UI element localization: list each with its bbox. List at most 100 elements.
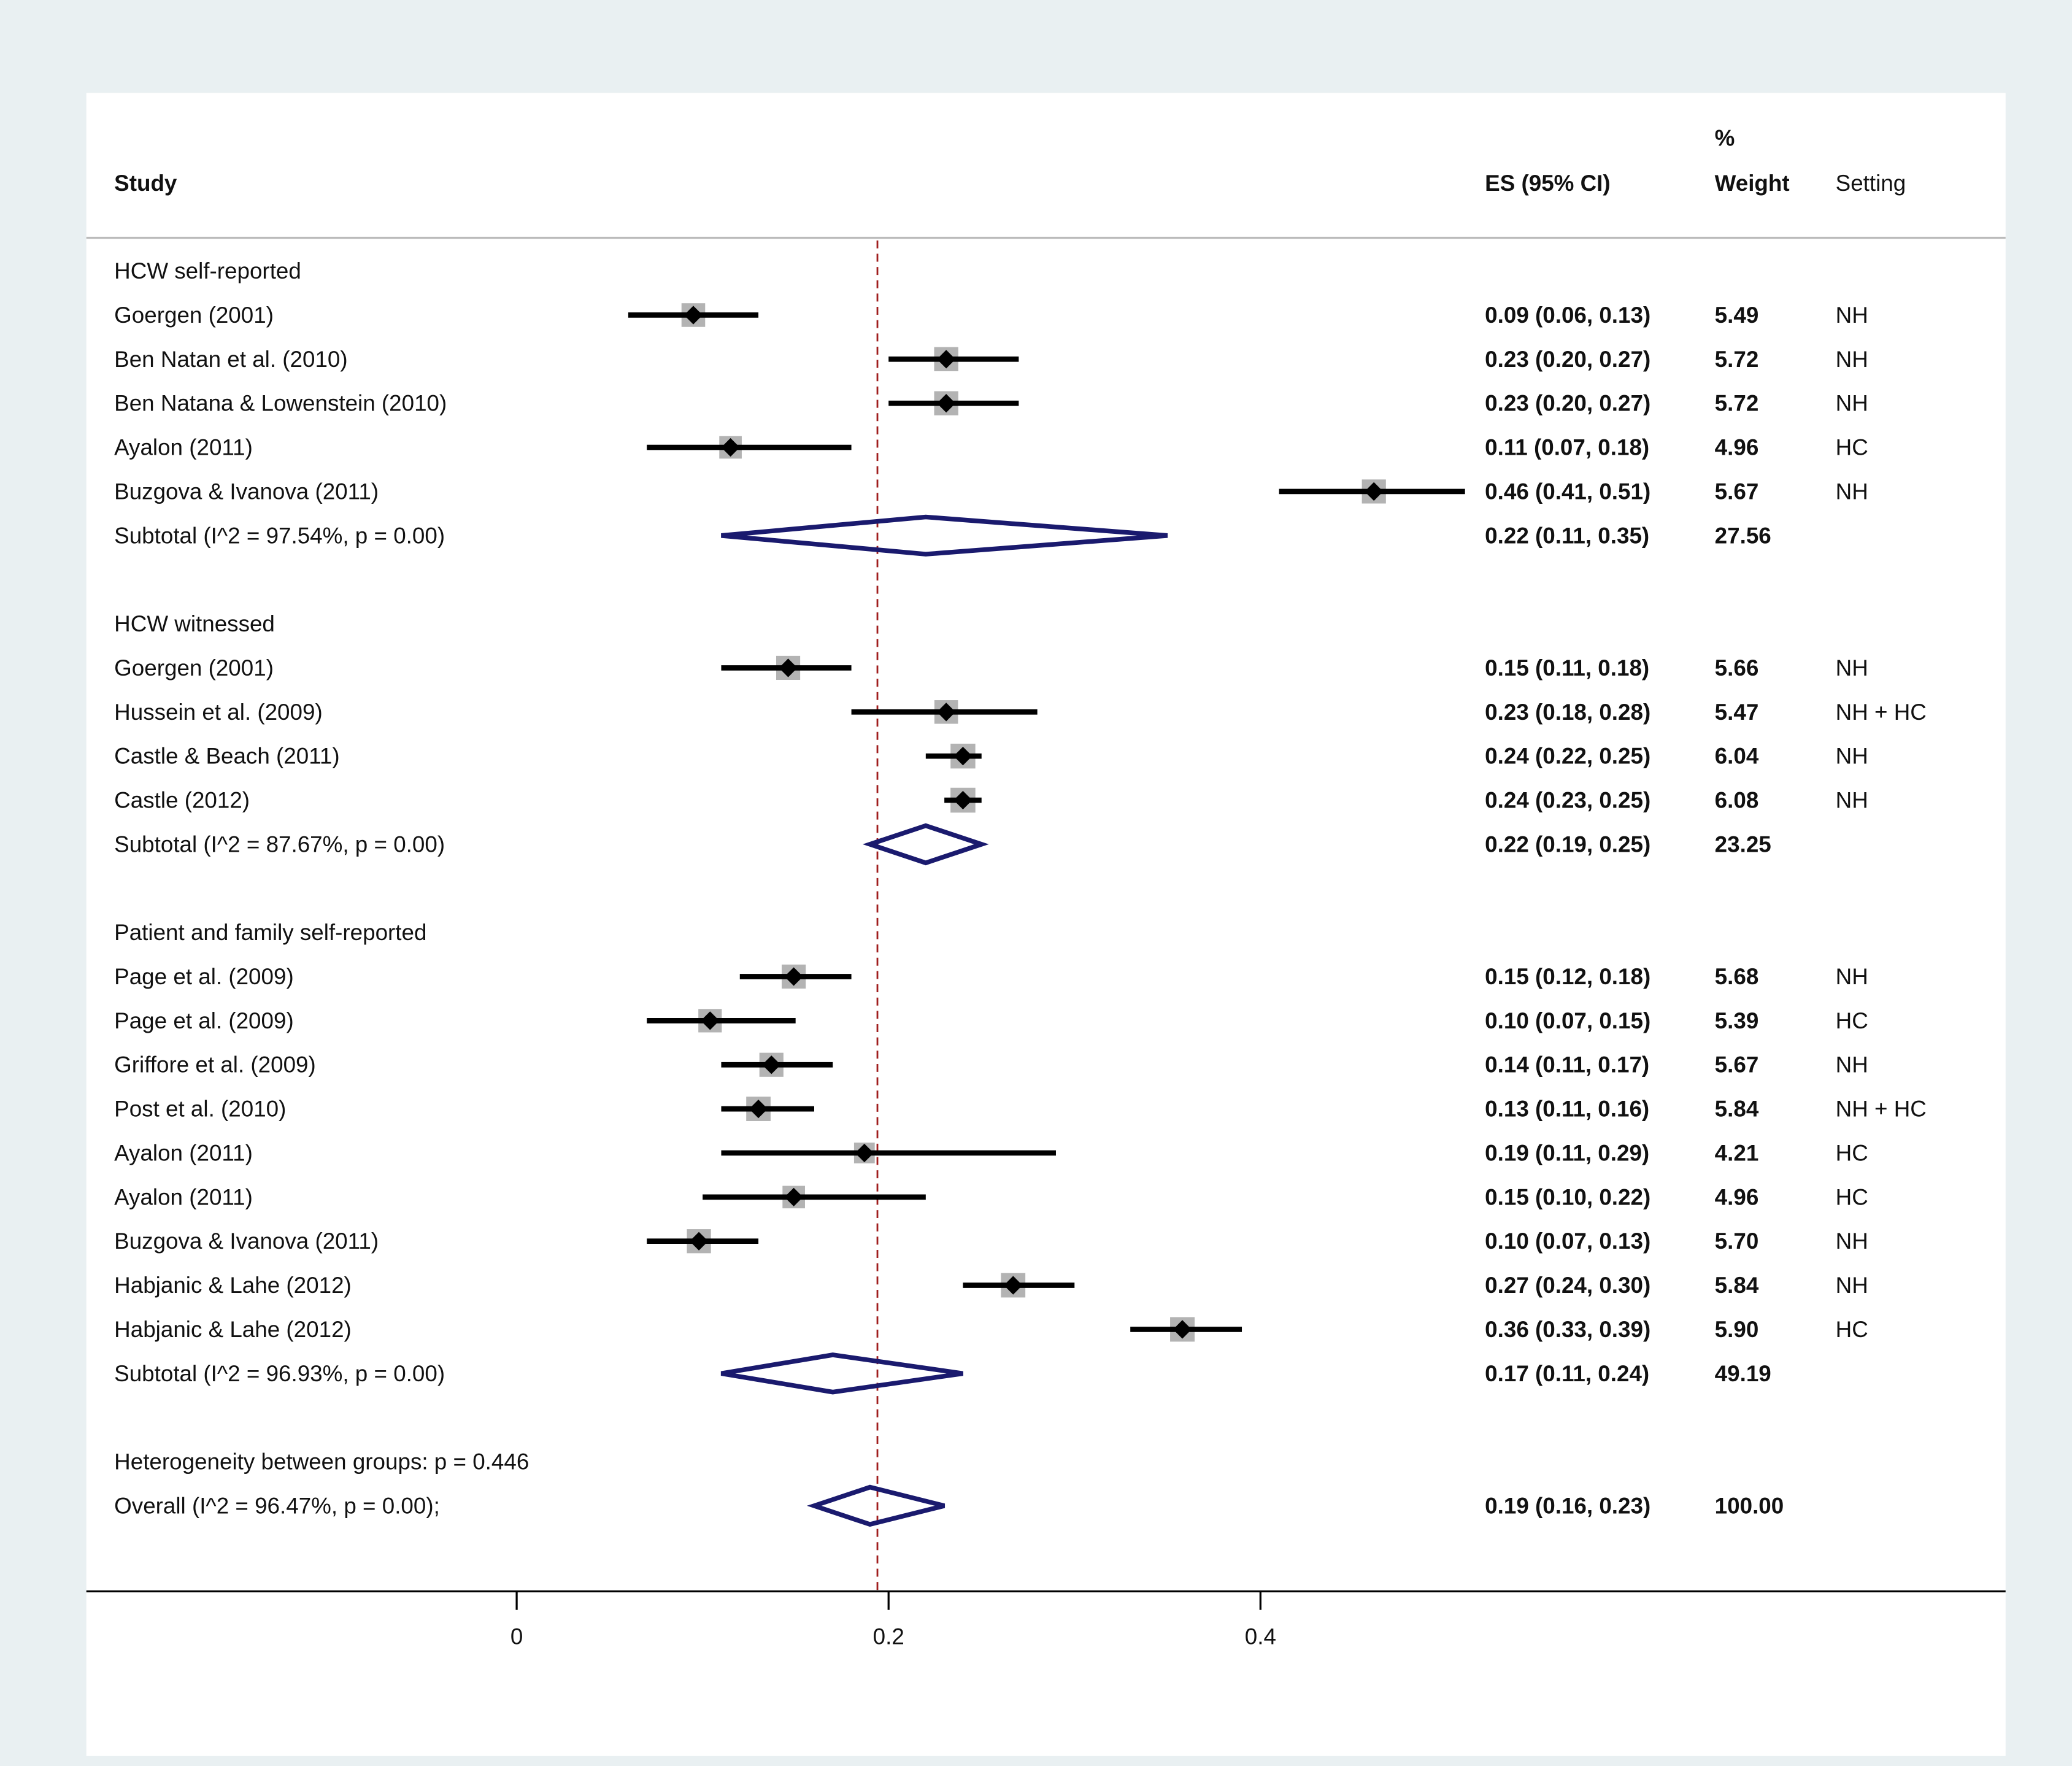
es-ci-text: 0.23 (0.18, 0.28): [1485, 700, 1650, 725]
subtotal-diamond: [721, 514, 1168, 557]
point-estimate-marker: [779, 658, 798, 677]
weight-text: 5.67: [1715, 1052, 1759, 1078]
weight-text: 5.84: [1715, 1097, 1759, 1122]
weight-text: 4.96: [1715, 435, 1759, 460]
setting-text: NH: [1836, 303, 1868, 328]
group-label: Patient and family self-reported: [114, 920, 426, 945]
subtotal-label: Subtotal (I^2 = 96.93%, p = 0.00): [114, 1361, 445, 1386]
setting-text: HC: [1836, 1140, 1868, 1165]
weight-text: 5.66: [1715, 655, 1759, 681]
weight-text: 5.67: [1715, 479, 1759, 504]
study-label: Ayalon (2011): [114, 435, 253, 460]
setting-text: NH: [1836, 347, 1868, 372]
subtotal-weight-text: 23.25: [1715, 831, 1771, 857]
study-label: Goergen (2001): [114, 303, 274, 328]
setting-text: NH: [1836, 1052, 1868, 1078]
es-ci-text: 0.36 (0.33, 0.39): [1485, 1317, 1650, 1342]
column-header-study: Study: [114, 171, 177, 196]
point-estimate-marker: [784, 1187, 803, 1207]
subtotal-weight-text: 49.19: [1715, 1361, 1771, 1386]
study-label: Page et al. (2009): [114, 964, 294, 989]
study-label: Buzgova & Ivanova (2011): [114, 479, 379, 504]
point-estimate-marker: [762, 1055, 781, 1074]
study-label: Ben Natana & Lowenstein (2010): [114, 391, 447, 416]
point-estimate-marker: [937, 703, 956, 722]
es-ci-text: 0.13 (0.11, 0.16): [1485, 1097, 1649, 1122]
es-ci-text: 0.09 (0.06, 0.13): [1485, 303, 1650, 328]
subtotal-es-ci-text: 0.22 (0.19, 0.25): [1485, 831, 1650, 857]
weight-text: 5.49: [1715, 303, 1759, 328]
setting-text: NH: [1836, 964, 1868, 989]
plot-panel: [86, 93, 2006, 1756]
subtotal-es-ci-text: 0.22 (0.11, 0.35): [1485, 523, 1649, 548]
weight-text: 4.96: [1715, 1184, 1759, 1209]
es-ci-text: 0.24 (0.22, 0.25): [1485, 744, 1650, 769]
weight-text: 5.72: [1715, 391, 1759, 416]
setting-text: HC: [1836, 1008, 1868, 1033]
es-ci-text: 0.19 (0.11, 0.29): [1485, 1140, 1649, 1165]
setting-text: NH: [1836, 788, 1868, 813]
es-ci-text: 0.24 (0.23, 0.25): [1485, 788, 1650, 813]
point-estimate-marker: [937, 394, 956, 413]
setting-text: NH + HC: [1836, 700, 1927, 725]
study-label: Castle & Beach (2011): [114, 744, 339, 769]
study-label: Griffore et al. (2009): [114, 1052, 316, 1078]
point-estimate-marker: [749, 1099, 768, 1119]
es-ci-text: 0.11 (0.07, 0.18): [1485, 435, 1649, 460]
heterogeneity-text: Heterogeneity between groups: p = 0.446: [114, 1449, 529, 1475]
point-estimate-marker: [689, 1232, 709, 1251]
setting-text: NH: [1836, 744, 1868, 769]
es-ci-text: 0.10 (0.07, 0.15): [1485, 1008, 1650, 1033]
subtotal-diamond: [720, 1352, 963, 1395]
point-estimate-marker: [953, 790, 972, 810]
weight-text: 5.47: [1715, 700, 1759, 725]
subtotal-diamond: [862, 823, 989, 866]
weight-text: 5.39: [1715, 1008, 1759, 1033]
es-ci-text: 0.23 (0.20, 0.27): [1485, 347, 1650, 372]
setting-text: NH: [1836, 655, 1868, 681]
study-label: Ayalon (2011): [114, 1184, 253, 1209]
weight-text: 6.08: [1715, 788, 1759, 813]
study-label: Ben Natan et al. (2010): [114, 347, 347, 372]
weight-text: 4.21: [1715, 1140, 1759, 1165]
point-estimate-marker: [684, 306, 703, 325]
study-label: Hussein et al. (2009): [114, 700, 323, 725]
es-ci-text: 0.10 (0.07, 0.13): [1485, 1228, 1650, 1254]
column-header-es: ES (95% CI): [1485, 171, 1611, 196]
point-estimate-marker: [1365, 482, 1384, 501]
es-ci-text: 0.23 (0.20, 0.27): [1485, 391, 1650, 416]
subtotal-es-ci-text: 0.17 (0.11, 0.24): [1485, 1361, 1649, 1386]
column-header-setting: Setting: [1836, 171, 1906, 196]
es-ci-text: 0.14 (0.11, 0.17): [1485, 1052, 1649, 1078]
setting-text: NH: [1836, 1228, 1868, 1254]
x-tick-label: 0: [510, 1624, 523, 1649]
setting-text: NH: [1836, 479, 1868, 504]
subtotal-weight-text: 27.56: [1715, 523, 1771, 548]
study-label: Habjanic & Lahe (2012): [114, 1317, 352, 1342]
weight-text: 5.72: [1715, 347, 1759, 372]
subtotal-label: Subtotal (I^2 = 97.54%, p = 0.00): [114, 523, 445, 548]
es-ci-text: 0.46 (0.41, 0.51): [1485, 479, 1650, 504]
subtotal-label: Subtotal (I^2 = 87.67%, p = 0.00): [114, 831, 445, 857]
group-label: HCW witnessed: [114, 611, 275, 636]
point-estimate-marker: [855, 1143, 874, 1163]
weight-text: 5.84: [1715, 1273, 1759, 1298]
study-label: Ayalon (2011): [114, 1140, 253, 1165]
overall-weight-text: 100.00: [1715, 1493, 1784, 1518]
overall-diamond: [807, 1484, 945, 1527]
setting-text: NH: [1836, 391, 1868, 416]
study-label: Page et al. (2009): [114, 1008, 294, 1033]
study-label: Habjanic & Lahe (2012): [114, 1273, 352, 1298]
es-ci-text: 0.27 (0.24, 0.30): [1485, 1273, 1650, 1298]
study-label: Buzgova & Ivanova (2011): [114, 1228, 379, 1254]
setting-text: NH: [1836, 1273, 1868, 1298]
es-ci-text: 0.15 (0.11, 0.18): [1485, 655, 1649, 681]
point-estimate-marker: [721, 438, 740, 457]
point-estimate-marker: [784, 967, 803, 986]
point-estimate-marker: [1173, 1320, 1192, 1339]
overall-es-ci-text: 0.19 (0.16, 0.23): [1485, 1493, 1650, 1518]
weight-text: 5.70: [1715, 1228, 1759, 1254]
es-ci-text: 0.15 (0.10, 0.22): [1485, 1184, 1650, 1209]
es-ci-text: 0.15 (0.12, 0.18): [1485, 964, 1650, 989]
